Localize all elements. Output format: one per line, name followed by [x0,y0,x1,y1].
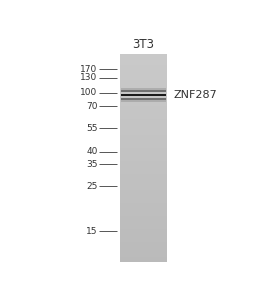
Bar [120,226,167,229]
Bar [120,57,167,60]
Bar [120,238,167,242]
Bar [120,54,167,57]
Text: 130: 130 [80,73,98,82]
Bar [120,135,167,138]
Text: 70: 70 [86,102,98,111]
Bar [120,254,167,257]
Bar [120,85,167,88]
Bar [120,176,167,179]
Bar [120,106,167,109]
Bar [120,62,167,65]
Bar [120,93,167,96]
Bar [120,77,167,80]
Text: 3T3: 3T3 [132,38,155,51]
Text: 40: 40 [86,147,98,156]
Bar [120,171,167,174]
Text: 35: 35 [86,160,98,169]
Bar [120,116,167,119]
Bar [120,166,167,169]
Bar [120,249,167,252]
Bar [120,145,167,148]
Bar [121,100,166,102]
Bar [120,244,167,247]
Bar [120,109,167,112]
Bar [120,82,167,86]
Bar [120,223,167,226]
Bar [120,207,167,210]
Text: 100: 100 [80,88,98,97]
Bar [120,251,167,255]
Bar [120,155,167,158]
Bar [120,67,167,70]
Bar [120,179,167,182]
Bar [120,140,167,143]
Text: 15: 15 [86,227,98,236]
Bar [120,241,167,244]
Bar [120,205,167,208]
Bar [120,101,167,104]
Bar [120,114,167,117]
Bar [120,98,167,101]
Bar [120,194,167,197]
Bar [120,160,167,164]
Bar [120,228,167,231]
Bar [120,246,167,249]
Bar [120,259,167,262]
Bar [120,137,167,140]
Text: 55: 55 [86,124,98,133]
Bar [120,127,167,130]
Bar [120,150,167,153]
Bar [120,163,167,166]
Bar [120,124,167,127]
Bar [120,103,167,106]
Bar [120,197,167,200]
Bar [120,80,167,83]
Bar [120,75,167,78]
Bar [120,64,167,68]
Bar [120,148,167,151]
Bar [120,233,167,236]
Bar [121,98,166,100]
Bar [120,158,167,161]
Bar [120,72,167,75]
Bar [120,59,167,62]
Bar [120,192,167,195]
Bar [120,122,167,124]
Bar [120,96,167,99]
Bar [120,174,167,177]
Bar [120,189,167,192]
Text: 25: 25 [86,182,98,191]
Bar [121,88,166,90]
Bar [120,200,167,202]
Bar [120,111,167,114]
Text: 170: 170 [80,65,98,74]
Bar [120,257,167,260]
Bar [120,184,167,187]
Bar [120,129,167,132]
Bar [120,142,167,146]
Bar [120,218,167,221]
Bar [120,215,167,218]
Bar [121,94,166,96]
Text: ZNF287: ZNF287 [174,90,217,100]
Bar [120,70,167,73]
Bar [120,153,167,156]
Bar [121,90,166,92]
Bar [120,182,167,184]
Bar [120,187,167,190]
Bar [120,231,167,234]
Bar [120,220,167,224]
Bar [120,88,167,91]
Bar [120,212,167,216]
Bar [120,168,167,171]
Bar [120,119,167,122]
Bar [120,236,167,239]
Bar [120,202,167,205]
Bar [120,210,167,213]
Bar [120,132,167,135]
Bar [120,90,167,94]
